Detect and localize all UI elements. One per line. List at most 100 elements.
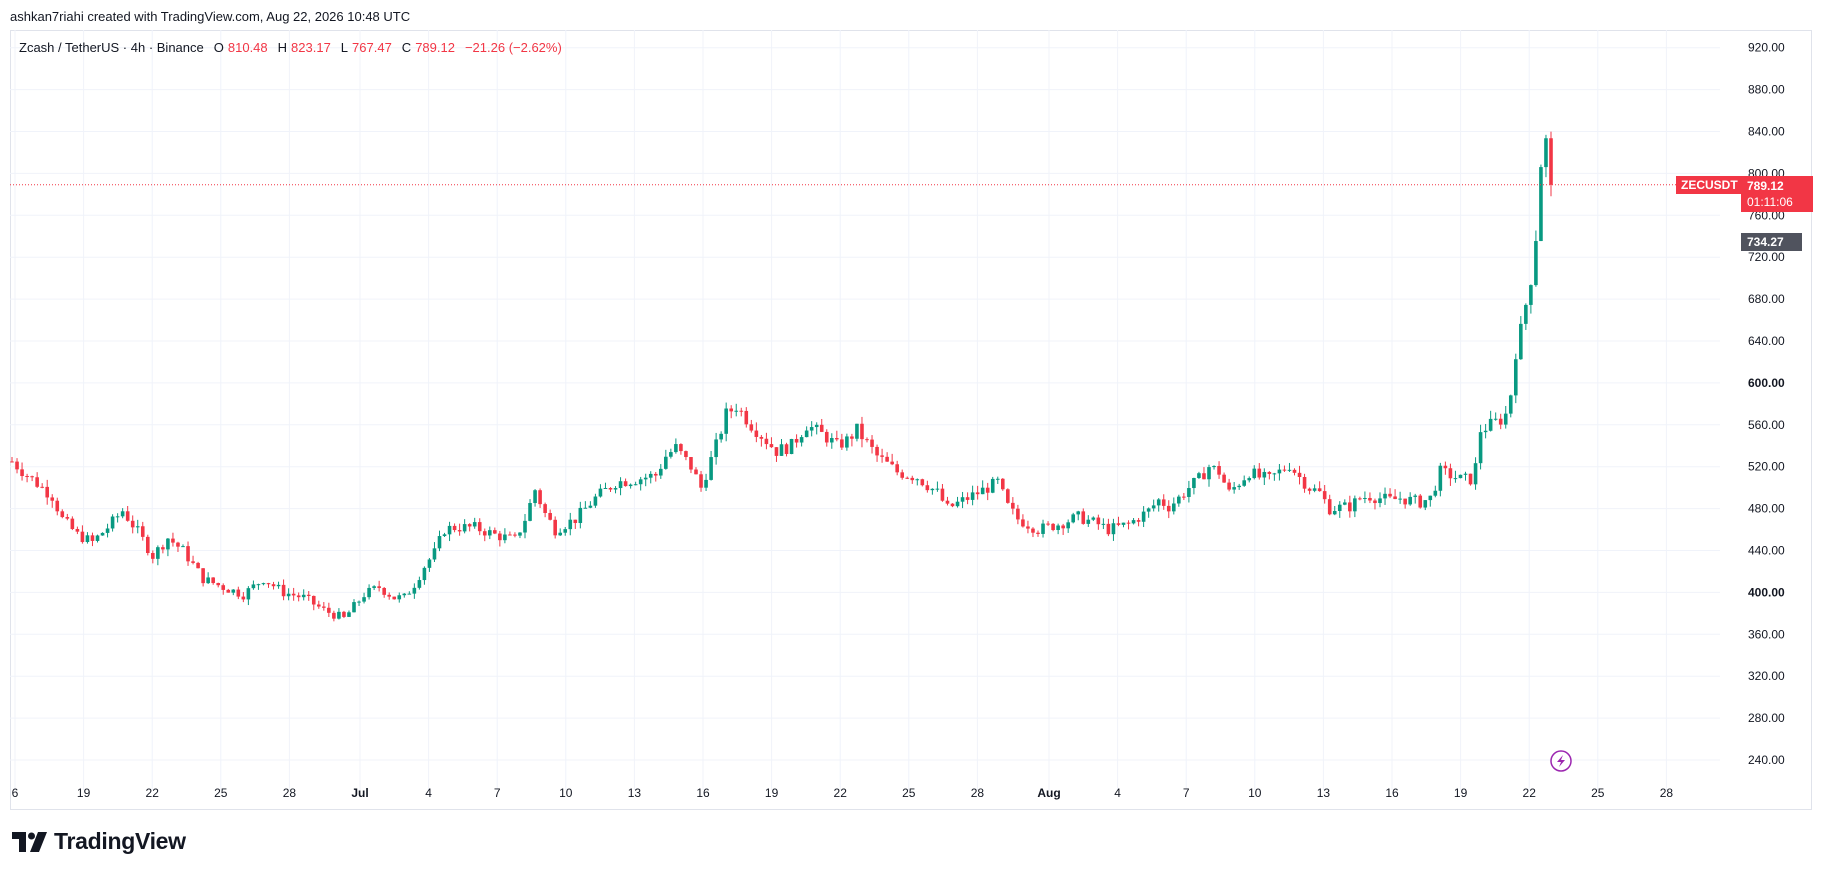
candle-body <box>990 478 995 493</box>
y-tick-label: 760.00 <box>1748 208 1785 222</box>
candle-body <box>1549 138 1553 185</box>
candle-body <box>402 593 407 596</box>
candle-body <box>316 604 321 607</box>
x-tick-label: 4 <box>1114 786 1121 800</box>
tradingview-logo-text: TradingView <box>54 828 186 854</box>
candle-body <box>623 481 628 487</box>
y-tick-label: 240.00 <box>1748 753 1785 767</box>
candle-body <box>1317 488 1322 492</box>
candle-body <box>603 487 608 489</box>
candle-body <box>95 535 100 541</box>
candle-body <box>699 474 703 488</box>
candle-body <box>1277 469 1282 474</box>
legend-high: 823.17 <box>291 40 331 55</box>
candle-body <box>1161 499 1166 506</box>
candle-body <box>845 436 849 448</box>
candle-body <box>643 477 648 480</box>
candle-body <box>392 596 397 600</box>
candle-body <box>734 410 739 412</box>
candle-body <box>855 423 859 439</box>
candle-body <box>714 439 718 458</box>
x-tick-label: 13 <box>1317 786 1331 800</box>
x-tick-label: 19 <box>765 786 779 800</box>
y-tick-label: 880.00 <box>1748 83 1785 97</box>
candle-body <box>50 497 55 501</box>
candle-body <box>10 461 14 463</box>
candle-body <box>915 479 920 481</box>
candle-body <box>1393 496 1397 500</box>
candle-body <box>291 593 296 596</box>
candle-body <box>1413 495 1418 497</box>
candle-body <box>553 519 557 536</box>
candle-body <box>135 526 140 528</box>
candle-body <box>1076 511 1081 515</box>
candle-body <box>774 447 779 456</box>
candle-body <box>1222 474 1226 483</box>
tradingview-logo-icon <box>12 831 47 852</box>
candle-body <box>166 538 170 550</box>
legend-symbol[interactable]: Zcash / TetherUS · 4h · Binance <box>19 40 204 55</box>
tradingview-logo[interactable]: TradingView <box>12 828 186 855</box>
grid-layer <box>10 30 1720 790</box>
candle-body <box>694 469 698 475</box>
candle-body <box>648 473 653 478</box>
alert-lightning-icon[interactable] <box>1550 750 1572 772</box>
candle-body <box>633 484 638 486</box>
candle-body <box>332 612 336 619</box>
legend-close: 789.12 <box>415 40 455 55</box>
candle-body <box>789 438 794 455</box>
x-tick-label: Jul <box>351 786 368 800</box>
candle-body <box>970 492 975 500</box>
candle-body <box>850 436 854 439</box>
x-tick-label: 16 <box>696 786 710 800</box>
candle-body <box>925 485 930 491</box>
candle-body <box>784 444 789 455</box>
candle-body <box>75 529 80 532</box>
x-tick-label: 28 <box>1660 786 1674 800</box>
candle-body <box>653 473 658 476</box>
candle-body <box>266 583 271 585</box>
candle-body <box>85 535 90 543</box>
candle-body <box>1272 473 1277 475</box>
candle-body <box>110 516 115 529</box>
candle-body <box>427 559 432 568</box>
candle-body <box>960 497 965 502</box>
candle-body <box>840 439 844 448</box>
candle-body <box>1262 471 1267 478</box>
candle-body <box>1287 469 1292 471</box>
candle-body <box>804 430 809 438</box>
candle-body <box>1267 471 1272 474</box>
x-tick-label: 4 <box>425 786 432 800</box>
x-tick-label: 22 <box>146 786 160 800</box>
candle-body <box>372 586 376 588</box>
candle-body <box>1011 502 1015 509</box>
candle-body <box>322 606 326 608</box>
candle-body <box>1358 498 1362 500</box>
candle-body <box>407 593 412 595</box>
candle-body <box>1493 418 1498 420</box>
candle-body <box>1373 500 1377 504</box>
candle-body <box>397 595 402 600</box>
candle-body <box>1021 519 1025 527</box>
candle-body <box>1539 167 1543 242</box>
candle-body <box>528 503 532 521</box>
candle-body <box>1423 500 1428 508</box>
candle-body <box>1508 395 1513 414</box>
chart-frame <box>10 30 1812 810</box>
candle-body <box>30 476 34 478</box>
y-tick-label: 440.00 <box>1748 544 1785 558</box>
candle-body <box>1544 138 1548 168</box>
candle-body <box>452 525 457 531</box>
candle-body <box>759 436 764 439</box>
chart-attribution: ashkan7riahi created with TradingView.co… <box>10 9 411 24</box>
candle-body <box>493 530 497 534</box>
candle-body <box>236 589 241 597</box>
x-tick-label: 25 <box>214 786 228 800</box>
candle-body <box>754 430 759 437</box>
candle-body <box>1534 241 1538 286</box>
candle-body <box>362 597 366 602</box>
candle-body <box>955 501 960 507</box>
candle-body <box>1488 418 1493 431</box>
candle-body <box>719 433 723 440</box>
